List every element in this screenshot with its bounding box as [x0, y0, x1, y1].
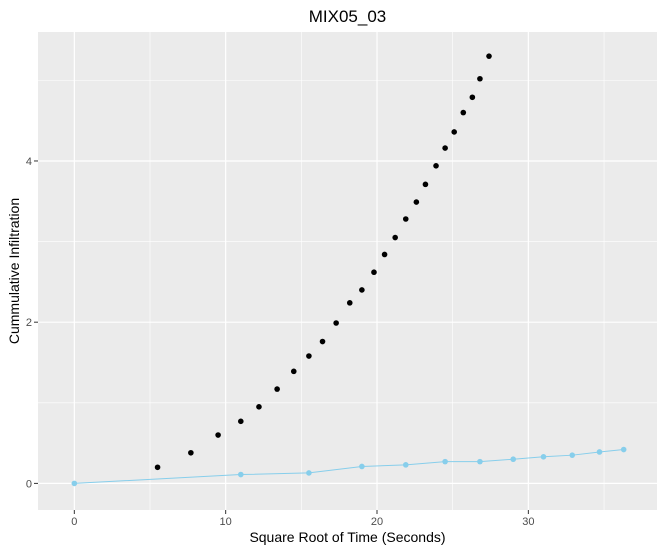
series-1-point: [477, 75, 483, 82]
y-tick-label: 0: [26, 478, 32, 490]
series-1-point: [238, 418, 244, 425]
series-2-point: [306, 470, 312, 476]
x-tick-label: 20: [371, 516, 383, 528]
series-1-point: [413, 199, 420, 205]
series-1-point: [188, 449, 194, 456]
series-1-point: [422, 181, 429, 188]
plot-panel: [38, 32, 657, 510]
series-2-point: [510, 456, 517, 463]
series-2-point: [620, 446, 627, 453]
series-2-point: [477, 458, 483, 465]
axis-ticks: 0 10 20 30 0 2 4: [26, 156, 535, 528]
series-2-point: [402, 462, 409, 468]
minor-gridlines: [38, 32, 657, 510]
x-tick-label: 10: [220, 516, 232, 528]
series-1-point: [469, 94, 476, 101]
series-1-point: [451, 129, 457, 135]
series-1-point: [359, 287, 365, 293]
series-2-point: [71, 480, 78, 487]
series-1-point: [402, 216, 409, 222]
series-1-point: [392, 234, 398, 241]
series-2-point: [359, 463, 365, 470]
series-1-point: [442, 145, 448, 151]
series-2-point: [540, 453, 547, 460]
series-1-point: [433, 163, 439, 169]
series-1-point: [290, 368, 297, 375]
data-series: [71, 53, 627, 487]
series-1-point: [460, 109, 467, 116]
series-1-point: [154, 464, 161, 471]
series-1-point: [333, 320, 339, 326]
series-1-point: [215, 432, 221, 438]
series-1-point: [486, 53, 492, 59]
series-1-point: [256, 404, 262, 410]
series-2-point: [442, 458, 448, 465]
y-tick-label: 4: [26, 156, 32, 168]
major-gridlines: [38, 32, 657, 510]
series-1-point: [346, 300, 353, 306]
x-axis-title: Square Root of Time (Seconds): [249, 529, 445, 545]
x-tick-label: 0: [71, 516, 77, 528]
chart-title: MIX05_03: [309, 7, 387, 26]
series-2-point: [238, 471, 244, 478]
series-1-point: [371, 269, 377, 276]
series-2-point: [569, 452, 576, 458]
series-1-point: [306, 353, 312, 359]
y-axis-title: Cummulative Infiltration: [6, 198, 22, 344]
series-1-point: [274, 386, 280, 392]
series-1-point: [319, 338, 326, 345]
x-tick-label: 30: [522, 516, 534, 528]
y-tick-label: 2: [26, 317, 32, 329]
series-2-point: [596, 449, 603, 455]
series-2-line: [74, 449, 624, 484]
series-1-point: [381, 251, 388, 258]
